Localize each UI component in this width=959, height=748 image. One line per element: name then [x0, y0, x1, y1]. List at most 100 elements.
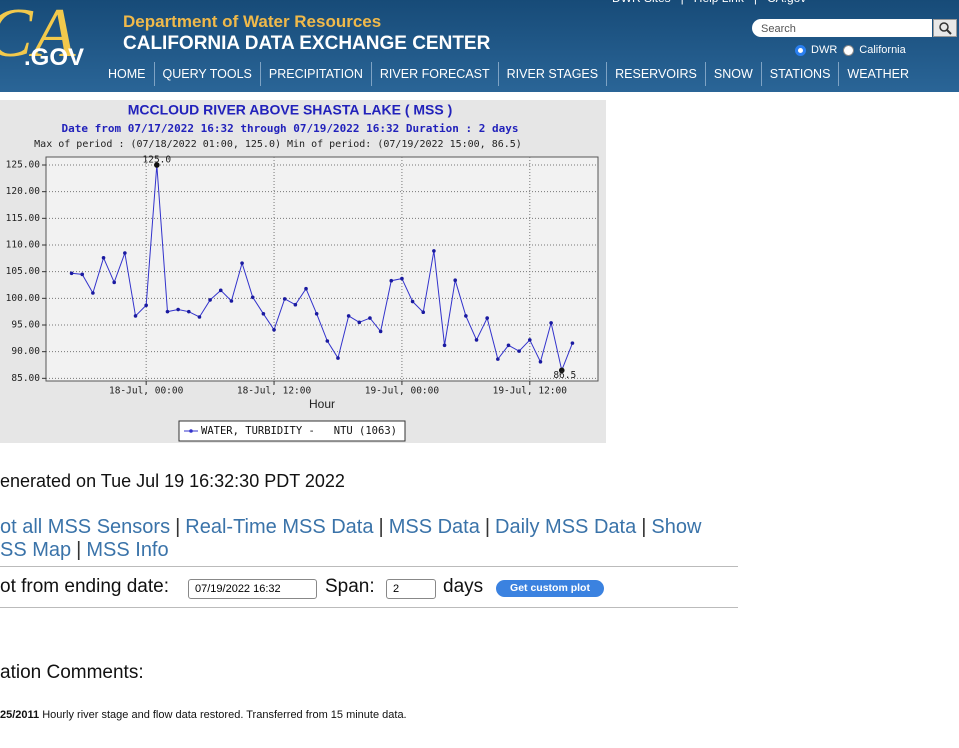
- top-link[interactable]: Help Link: [694, 0, 744, 5]
- data-point: [69, 271, 74, 276]
- data-point: [336, 356, 340, 360]
- top-link[interactable]: CA.gov: [767, 0, 806, 5]
- top-link[interactable]: DWR Sites: [612, 0, 671, 5]
- search-box[interactable]: Search: [752, 19, 932, 37]
- data-point: [474, 338, 479, 342]
- data-point: [558, 367, 565, 374]
- y-tick-label: 110.00: [6, 240, 41, 251]
- legend-marker: [189, 429, 193, 433]
- data-point: [346, 314, 351, 318]
- data-point: [229, 299, 234, 303]
- y-tick-label: 85.00: [11, 373, 40, 384]
- nav-item[interactable]: WEATHER: [838, 62, 917, 86]
- nav-item[interactable]: QUERY TOOLS: [153, 62, 260, 86]
- data-point: [186, 309, 191, 314]
- radio-group: DWR California: [795, 44, 912, 56]
- data-point: [91, 291, 95, 295]
- data-point: [123, 251, 127, 255]
- nav-item[interactable]: RIVER STAGES: [497, 62, 606, 86]
- data-point: [538, 360, 543, 364]
- link[interactable]: Daily MSS Data: [495, 516, 637, 538]
- link[interactable]: SS Map: [0, 539, 72, 561]
- data-point: [421, 310, 426, 314]
- nav-bar: HOME QUERY TOOLS PRECIPITATION RIVER FORECA…: [100, 62, 917, 86]
- comments-heading: ation Comments:: [0, 662, 144, 683]
- annotation: 86.5: [553, 370, 576, 381]
- comment: 25/2011 Hourly river stage and flow data…: [0, 709, 407, 721]
- link[interactable]: Show: [651, 516, 702, 538]
- data-point: [218, 288, 223, 293]
- y-tick-label: 115.00: [6, 213, 41, 224]
- search-button[interactable]: [933, 19, 957, 37]
- form-label: ot from ending date:: [0, 576, 169, 597]
- data-point: [517, 349, 521, 353]
- data-point: [250, 295, 255, 300]
- span-input[interactable]: 2: [386, 579, 436, 599]
- data-point: [325, 339, 330, 343]
- y-tick-label: 125.00: [6, 160, 41, 171]
- radio[interactable]: [843, 44, 855, 56]
- x-tick-label: 18-Jul, 00:00: [109, 386, 184, 397]
- nav-item[interactable]: RIVER FORECAST: [370, 62, 498, 86]
- data-point: [400, 276, 404, 281]
- link[interactable]: Real-Time MSS Data: [185, 516, 374, 538]
- separator: |: [378, 516, 384, 538]
- nav-item[interactable]: STATIONS: [760, 62, 839, 86]
- radio-label: DWR: [811, 44, 838, 56]
- logo-text[interactable]: .GOV: [24, 44, 85, 71]
- nav-item[interactable]: RESERVOIRS: [606, 62, 705, 86]
- x-tick-label: 19-Jul, 12:00: [493, 386, 568, 397]
- nav-item[interactable]: HOME: [108, 67, 146, 81]
- data-point: [261, 312, 266, 316]
- legend-label: WATER, TURBIDITY - NTU (1063): [201, 425, 397, 437]
- radio-label: California: [859, 44, 906, 56]
- separator: |: [76, 539, 82, 561]
- date-input[interactable]: 07/19/2022 16:32: [188, 579, 317, 599]
- separator: |: [484, 516, 491, 538]
- data-point: [133, 314, 138, 318]
- radio[interactable]: [795, 44, 806, 56]
- data-point: [410, 299, 415, 304]
- chart-subtitle: Date from 07/17/2022 16:32 through 07/19…: [62, 122, 519, 135]
- data-point: [154, 162, 160, 168]
- chart: MCCLOUD RIVER ABOVE SHASTA LAKE ( MSS ) …: [0, 100, 606, 443]
- chart-title: MCCLOUD RIVER ABOVE SHASTA LAKE ( MSS ): [128, 102, 453, 118]
- legend-box: [178, 420, 406, 442]
- link[interactable]: MSS Data: [388, 516, 480, 538]
- data-point: [80, 272, 85, 277]
- links-line: SS Map | MSS Info: [0, 539, 169, 562]
- data-point: [464, 314, 468, 318]
- data-point: [197, 315, 202, 319]
- center-name: CALIFORNIA DATA EXCHANGE CENTER: [123, 33, 491, 54]
- data-point: [272, 328, 276, 332]
- generated-text: enerated on Tue Jul 19 16:32:30 PDT 2022: [0, 471, 345, 491]
- nav-item[interactable]: PRECIPITATION: [259, 62, 371, 86]
- data-point: [165, 309, 170, 314]
- data-point: [549, 321, 553, 325]
- divider: [0, 607, 738, 608]
- separator: |: [175, 516, 181, 538]
- separator: |: [671, 0, 694, 5]
- data-point: [240, 261, 244, 265]
- data-point: [442, 343, 447, 348]
- x-axis-label: Hour: [309, 397, 335, 411]
- data-point: [527, 338, 532, 342]
- data-point: [485, 316, 489, 320]
- links-line: ot all MSS Sensors | Real-Time MSS Data | MS…: [0, 516, 701, 539]
- logo-mark[interactable]: CA: [0, 0, 76, 72]
- nav-item[interactable]: SNOW: [704, 62, 761, 86]
- link[interactable]: ot all MSS Sensors: [0, 516, 171, 538]
- data-point: [368, 316, 372, 320]
- data-point: [176, 307, 180, 312]
- link[interactable]: MSS Info: [86, 539, 169, 561]
- search-icon: [939, 22, 952, 35]
- annotation: 125.0: [143, 155, 172, 166]
- days-label: days: [443, 576, 484, 597]
- data-point: [570, 341, 575, 345]
- comment-date: 25/2011: [0, 709, 40, 721]
- separator: |: [641, 516, 647, 538]
- data-point: [378, 329, 383, 334]
- custom-plot-button[interactable]: Get custom plot: [496, 580, 604, 597]
- comment-text: Hourly river stage and flow data restore…: [42, 709, 407, 721]
